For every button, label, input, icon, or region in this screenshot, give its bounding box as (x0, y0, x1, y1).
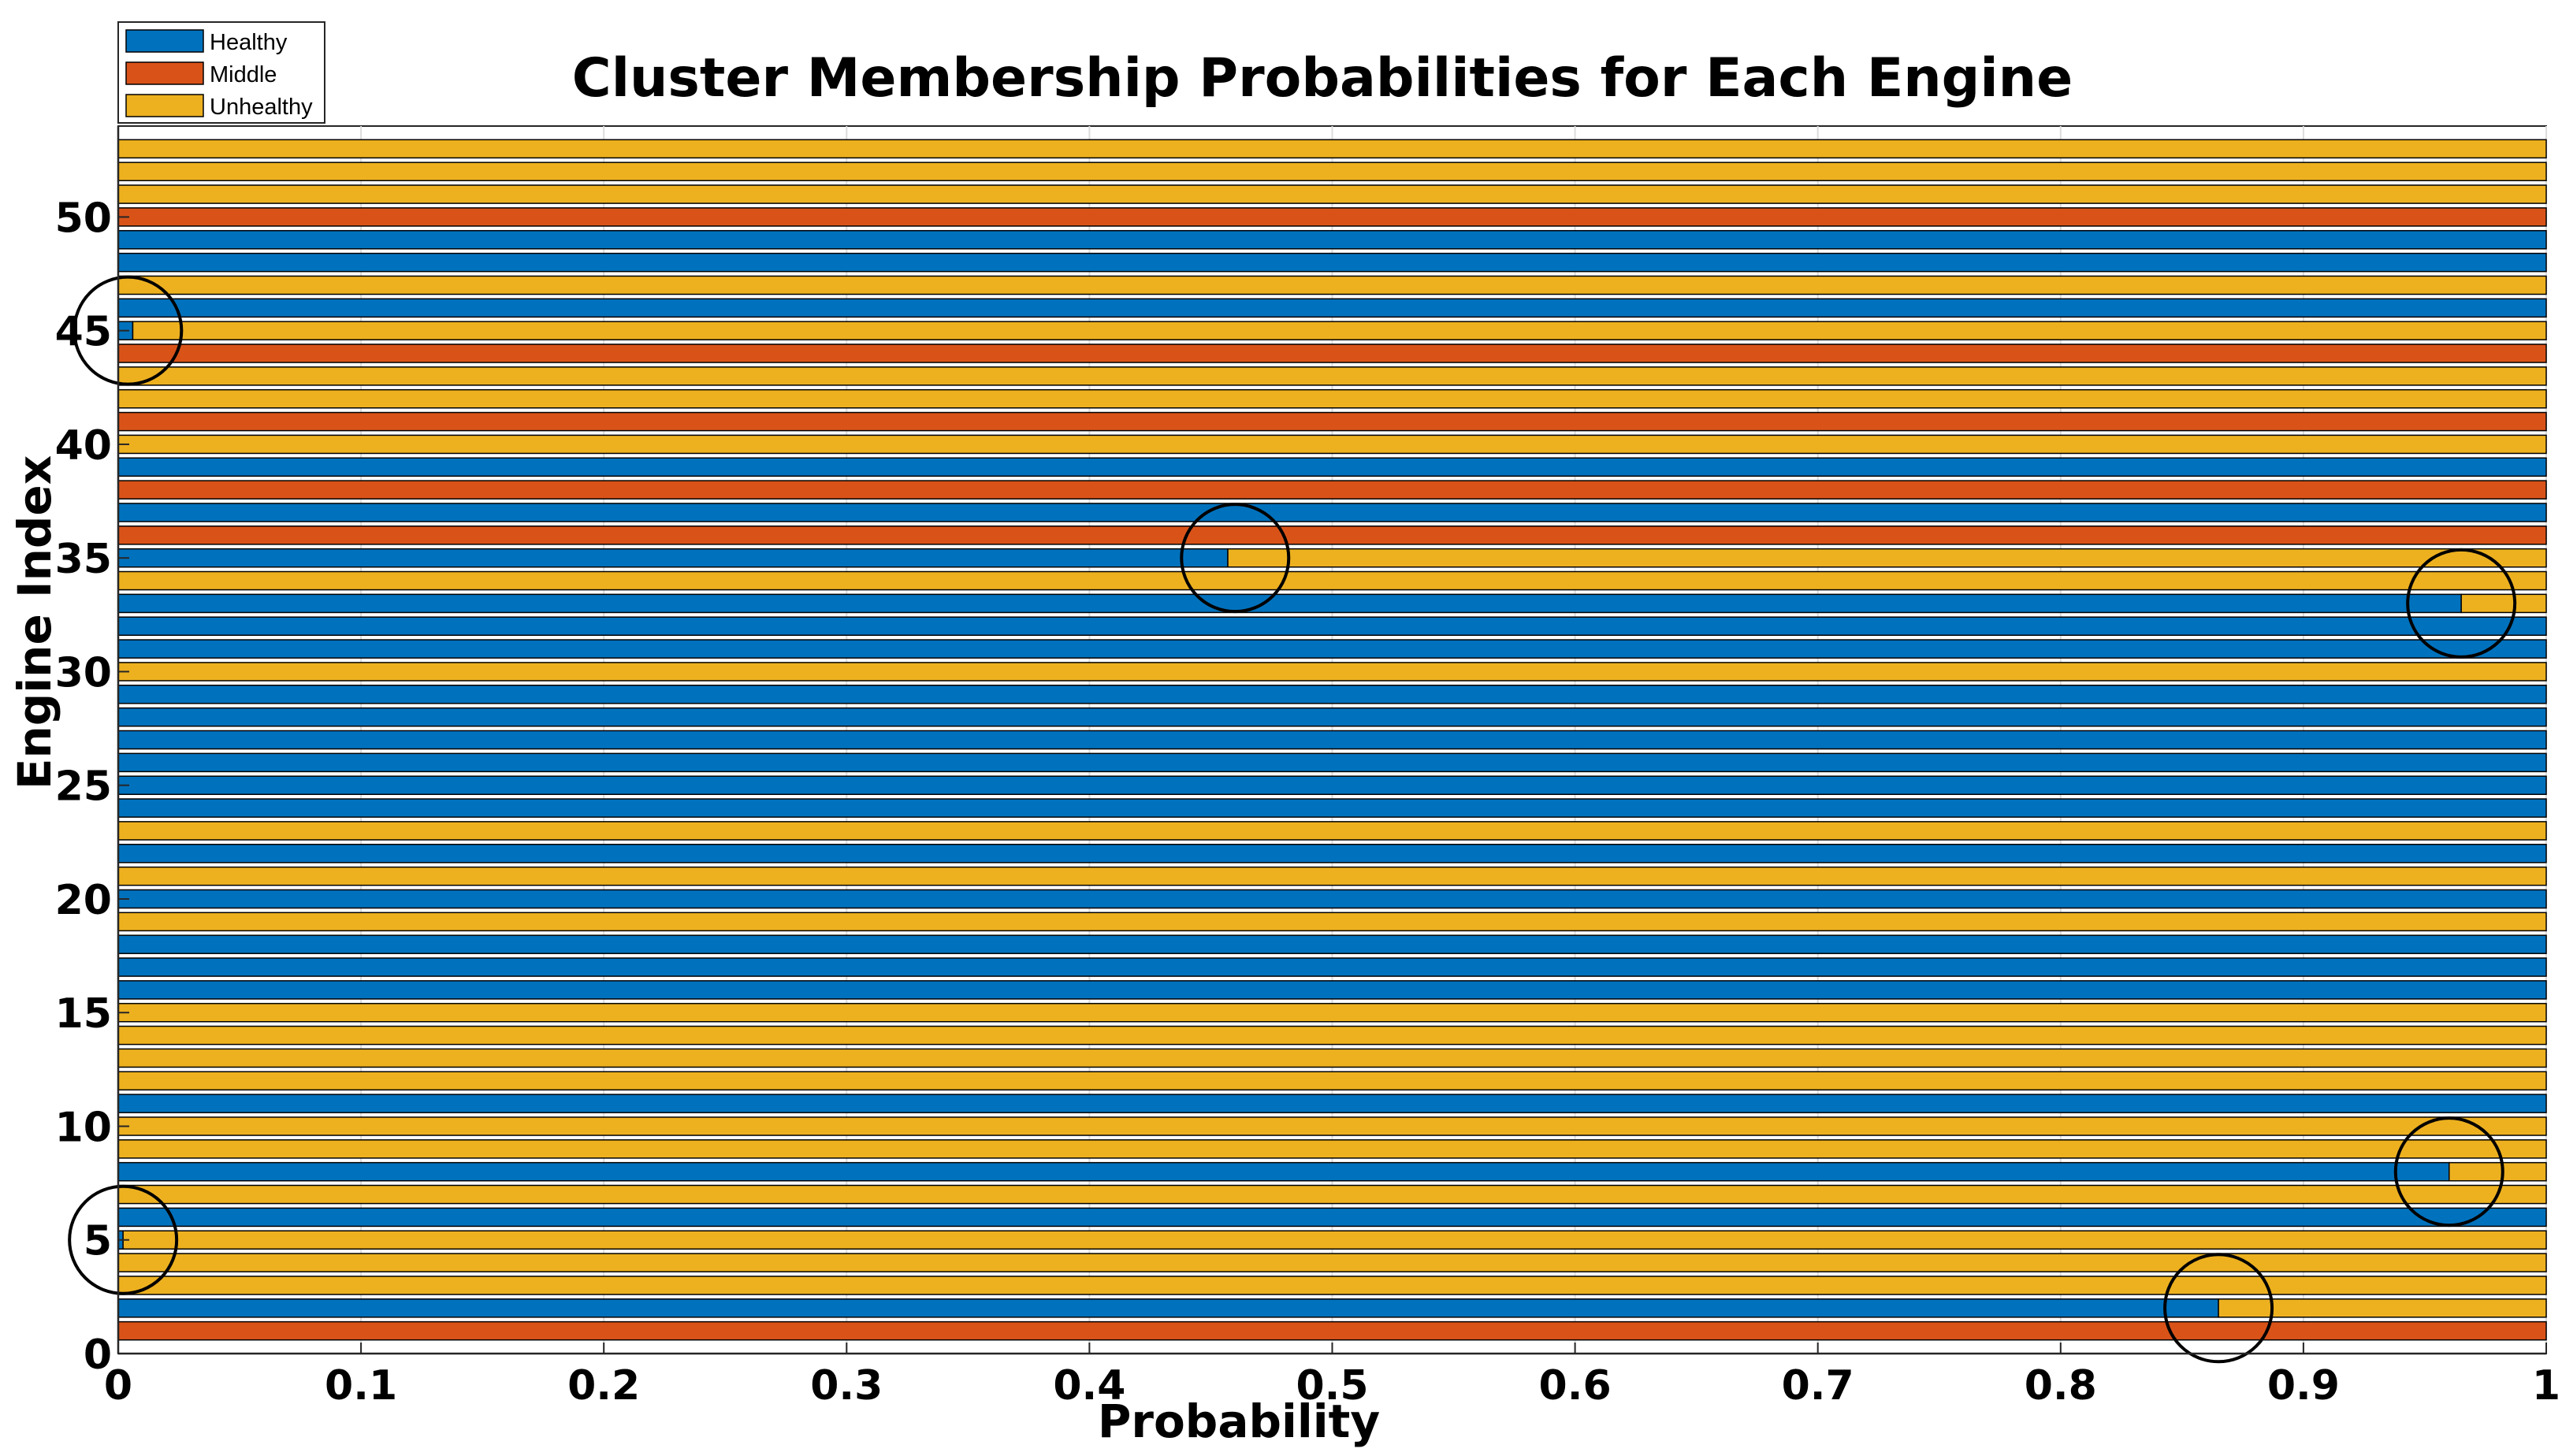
bar-engine-50-middle (117, 207, 2547, 227)
bar-engine-38-middle (117, 480, 2547, 500)
y-tick-label: 50 (55, 195, 112, 242)
bar-engine-13-unhealthy (117, 1048, 2547, 1068)
y-tick-label: 10 (55, 1104, 112, 1151)
x-tick-label: 0.4 (1053, 1362, 1125, 1410)
bar-engine-39-healthy (117, 457, 2547, 477)
bar-engine-44-middle (117, 344, 2547, 363)
highlight-circle-engine-5 (68, 1184, 179, 1295)
bar-engine-32-healthy (117, 616, 2547, 637)
y-axis-label: Engine Index (8, 455, 61, 789)
bar-engine-33-unhealthy (2460, 593, 2547, 614)
chart-title: Cluster Membership Probabilities for Eac… (572, 47, 2073, 110)
bar-engine-52-unhealthy (117, 162, 2547, 181)
bar-engine-42-unhealthy (117, 388, 2547, 409)
bar-engine-1-middle (117, 1320, 2547, 1341)
bar-engine-40-unhealthy (117, 434, 2547, 455)
bar-engine-15-unhealthy (117, 1002, 2547, 1023)
bar-engine-30-unhealthy (117, 662, 2547, 682)
bar-engine-49-healthy (117, 229, 2547, 250)
bar-engine-37-healthy (117, 503, 2547, 522)
bar-engine-53-unhealthy (117, 139, 2547, 159)
legend-label-unhealthy: Unhealthy (210, 95, 313, 120)
bar-engine-47-unhealthy (117, 275, 2547, 295)
bar-engine-21-unhealthy (117, 866, 2547, 886)
x-axis: 0 0.1 0.2 0.3 0.4 0.5 0.6 0.7 0.8 0.9 1 (104, 1343, 2560, 1410)
bar-engine-14-unhealthy (117, 1025, 2547, 1046)
x-tick-label: 0.1 (325, 1362, 397, 1410)
y-tick-label: 5 (84, 1218, 112, 1265)
bar-engine-46-healthy (117, 298, 2547, 318)
bar-engine-28-healthy (117, 707, 2547, 727)
bar-engine-7-unhealthy (117, 1184, 2547, 1205)
bar-engine-9-unhealthy (117, 1139, 2547, 1159)
bar-engine-33-healthy (117, 593, 2462, 614)
bar-engine-5-unhealthy (122, 1230, 2547, 1250)
y-tick-label: 45 (55, 309, 112, 356)
bar-engine-43-unhealthy (117, 366, 2547, 386)
bar-engine-20-healthy (117, 889, 2547, 909)
legend-label-middle: Middle (210, 62, 277, 87)
bar-engine-34-unhealthy (117, 570, 2547, 591)
bar-engine-12-unhealthy (117, 1071, 2547, 1091)
x-tick-label: 0 (104, 1362, 132, 1410)
bar-engine-19-unhealthy (117, 912, 2547, 932)
bar-engine-18-healthy (117, 934, 2547, 954)
bar-engine-10-unhealthy (117, 1116, 2547, 1136)
y-tick-label: 20 (55, 877, 112, 924)
highlight-circle-engine-8 (2393, 1116, 2504, 1228)
bar-engine-8-unhealthy (2449, 1161, 2547, 1182)
highlight-circle-engine-33 (2406, 548, 2517, 659)
bar-engine-25-healthy (117, 775, 2547, 795)
legend-label-healthy: Healthy (210, 30, 288, 55)
x-tick-label: 0.3 (810, 1362, 883, 1410)
highlight-circle-engine-45 (73, 275, 184, 386)
legend: Healthy Middle Unhealthy (117, 21, 325, 124)
bar-engine-16-healthy (117, 980, 2547, 1000)
bar-engine-3-unhealthy (117, 1276, 2547, 1295)
highlight-circle-engine-35 (1180, 503, 1291, 614)
bar-engine-48-healthy (117, 252, 2547, 273)
x-tick-label: 0.6 (1539, 1362, 1612, 1410)
bar-engine-24-healthy (117, 798, 2547, 818)
bar-engine-29-healthy (117, 685, 2547, 704)
bar-engine-35-healthy (117, 548, 1229, 568)
legend-swatch-healthy (125, 29, 204, 53)
x-tick-label: 0.5 (1296, 1362, 1368, 1410)
bar-engine-26-healthy (117, 752, 2547, 773)
bar-engine-11-healthy (117, 1094, 2547, 1113)
y-tick-label: 40 (55, 422, 112, 470)
y-tick-label: 0 (84, 1332, 112, 1379)
bar-engine-8-healthy (117, 1161, 2450, 1182)
y-tick-label: 30 (55, 649, 112, 696)
x-tick-label: 0.8 (2025, 1362, 2097, 1410)
legend-swatch-unhealthy (125, 94, 204, 117)
highlight-circle-engine-2 (2163, 1253, 2274, 1364)
annotations-layer (68, 275, 2517, 1364)
bar-engine-23-unhealthy (117, 821, 2547, 841)
bar-engine-17-healthy (117, 957, 2547, 977)
x-axis-label: Probability (1098, 1395, 1380, 1448)
bar-engine-45-unhealthy (132, 321, 2547, 340)
x-tick-label: 0.7 (1782, 1362, 1854, 1410)
y-axis: 0 5 10 15 20 25 30 35 40 45 50 (55, 126, 129, 1379)
bar-engine-2-unhealthy (2218, 1298, 2547, 1318)
legend-swatch-middle (125, 61, 204, 85)
y-tick-label: 25 (55, 763, 112, 811)
bar-engine-51-unhealthy (117, 184, 2547, 204)
bar-engine-27-healthy (117, 730, 2547, 750)
y-tick-label: 35 (55, 536, 112, 583)
bar-engine-2-healthy (117, 1298, 2219, 1318)
bar-engine-31-healthy (117, 639, 2547, 659)
bar-engine-6-healthy (117, 1207, 2547, 1228)
x-tick-label: 0.9 (2267, 1362, 2340, 1410)
x-tick-label: 0.2 (567, 1362, 640, 1410)
bar-engine-22-healthy (117, 843, 2547, 864)
y-tick-label: 15 (55, 990, 112, 1038)
bar-engine-35-unhealthy (1227, 548, 2547, 568)
bar-engine-41-middle (117, 411, 2547, 432)
x-tick-label: 1 (2532, 1362, 2560, 1410)
bar-engine-36-middle (117, 526, 2547, 545)
